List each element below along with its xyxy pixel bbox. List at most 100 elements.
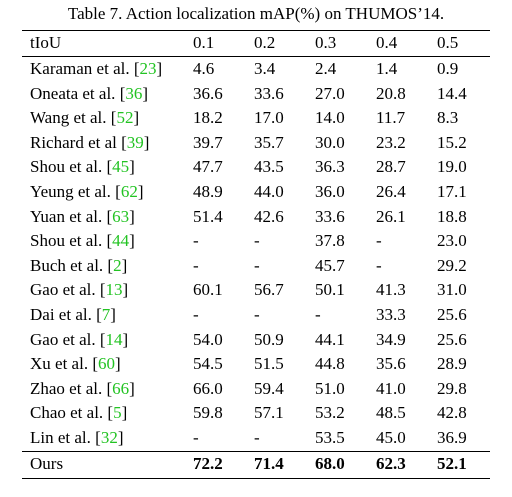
method-name: Xu et al.	[30, 354, 93, 374]
value-cell: 15.2	[437, 132, 467, 152]
value-cell: 68.0	[307, 450, 368, 479]
bracket: [	[96, 304, 102, 324]
value-cell: 33.6	[315, 206, 345, 226]
value-cell: 36.3	[315, 157, 345, 177]
bracket: ]	[121, 403, 128, 423]
bracket: ]	[133, 108, 140, 128]
value-cell: 45.7	[315, 255, 345, 275]
value-cell: 42.8	[437, 403, 467, 423]
bracket: ]	[143, 132, 150, 152]
value-cell: 18.2	[193, 108, 223, 128]
bracket: [	[107, 255, 114, 275]
value-cell: 44.0	[254, 181, 284, 201]
citation-number: 32	[100, 427, 118, 447]
table-row: Karaman et al. [23] 4.6 3.4 2.4 1.4 0.9	[22, 57, 490, 82]
value-cell: 43.5	[254, 157, 284, 177]
table-row: Buch et al. [2] - -45.7-29.2	[22, 254, 490, 279]
value-cell: -	[254, 304, 260, 324]
method-cell: Oneata et al. [36]	[22, 82, 185, 107]
bracket: [	[106, 231, 113, 251]
value-cell: 25.6	[437, 329, 467, 349]
citation-number: 39	[126, 132, 144, 152]
bracket: ]	[122, 280, 129, 300]
value-cell: 57.1	[254, 403, 284, 423]
value-cell: 17.1	[437, 181, 467, 201]
citation-number: 66	[112, 378, 130, 398]
value-cell: 35.6	[376, 354, 406, 374]
bracket: [	[119, 83, 126, 103]
table-row: Shou et al. [45] 47.7 43.5 36.3 28.7 19.0	[22, 155, 490, 180]
bracket: ]	[129, 231, 135, 251]
method-cell: Gao et al. [14]	[22, 328, 185, 353]
value-cell: 72.2	[185, 450, 246, 479]
table-row: Dai et al. [7] - - -33.3 25.6	[22, 303, 490, 328]
value-cell: 62.3	[368, 450, 429, 479]
method-cell: Lin et al. [32]	[22, 426, 185, 451]
value-cell: 50.9	[254, 329, 284, 349]
bracket: [	[115, 181, 121, 201]
citation-number: 14	[105, 329, 123, 349]
value-cell: 8.3	[437, 108, 459, 128]
value-cell: 71.4	[246, 450, 307, 479]
value-cell: 4.6	[193, 59, 215, 78]
value-cell: 51.4	[193, 206, 223, 226]
method-name: Buch et al.	[30, 255, 108, 275]
value-cell: 28.9	[437, 354, 467, 374]
value-cell: -	[254, 255, 260, 275]
value-cell: 2.4	[315, 59, 337, 78]
method-name: Karaman et al.	[30, 59, 134, 78]
header-cell: 0.5	[429, 30, 490, 57]
table-row: Richard et al [39] 39.7 35.7 30.0 23.2 15.2	[22, 131, 490, 156]
value-cell: 59.8	[193, 403, 223, 423]
value-cell: 39.7	[193, 132, 223, 152]
value-cell: 27.0	[315, 83, 345, 103]
ours-row: Ours 72.2 71.4 68.0 62.3 52.1	[22, 450, 490, 479]
value-cell: 23.2	[376, 132, 406, 152]
citation-number: 13	[105, 280, 123, 300]
method-cell: Yeung et al. [62]	[22, 180, 185, 205]
table-row: Lin et al. [32] - -53.5 45.0 36.9	[22, 426, 490, 451]
value-cell: 41.0	[376, 378, 406, 398]
value-cell: 1.4	[376, 59, 398, 78]
value-cell: -	[193, 427, 199, 447]
method-cell: Zhao et al. [66]	[22, 377, 185, 402]
citation-number: 23	[139, 59, 157, 78]
value-cell: -	[254, 427, 260, 447]
citation-number: 62	[120, 181, 138, 201]
method-name: Chao et al.	[30, 403, 108, 423]
bracket: [	[106, 157, 113, 177]
value-cell: 0.9	[437, 59, 459, 78]
value-cell: 66.0	[193, 378, 223, 398]
bracket: [	[133, 59, 140, 78]
value-cell: 33.3	[376, 304, 406, 324]
method-cell: Ours	[22, 450, 185, 479]
value-cell: 48.5	[376, 403, 406, 423]
value-cell: -	[254, 231, 260, 251]
header-cell: 0.4	[368, 30, 429, 57]
method-cell: Chao et al. [5]	[22, 401, 185, 426]
table-row: Oneata et al. [36] 36.6 33.6 27.0 20.8 14.4	[22, 82, 490, 107]
table-row: Yeung et al. [62] 48.9 44.0 36.0 26.4 17.1	[22, 180, 490, 205]
value-cell: 59.4	[254, 378, 284, 398]
method-name: Wang et al.	[30, 108, 111, 128]
table-row: Gao et al. [13] 60.1 56.7 50.1 41.3 31.0	[22, 278, 490, 303]
bracket: ]	[129, 157, 135, 177]
bracket: ]	[129, 206, 135, 226]
bracket: [	[110, 108, 117, 128]
bracket: [	[106, 206, 113, 226]
table-row: Gao et al. [14] 54.0 50.9 44.1 34.9 25.6	[22, 328, 490, 353]
value-cell: 11.7	[376, 108, 406, 128]
value-cell: 42.6	[254, 206, 284, 226]
value-cell: 20.8	[376, 83, 406, 103]
value-cell: 44.8	[315, 354, 345, 374]
citation-number: 2	[113, 255, 122, 275]
value-cell: -	[376, 231, 382, 251]
method-name: Yuan et al.	[30, 206, 107, 226]
value-cell: 14.0	[315, 108, 345, 128]
citation-number: 7	[101, 304, 111, 324]
citation-number: 45	[112, 157, 130, 177]
value-cell: -	[193, 255, 199, 275]
bracket: ]	[110, 304, 116, 324]
value-cell: 29.8	[437, 378, 467, 398]
